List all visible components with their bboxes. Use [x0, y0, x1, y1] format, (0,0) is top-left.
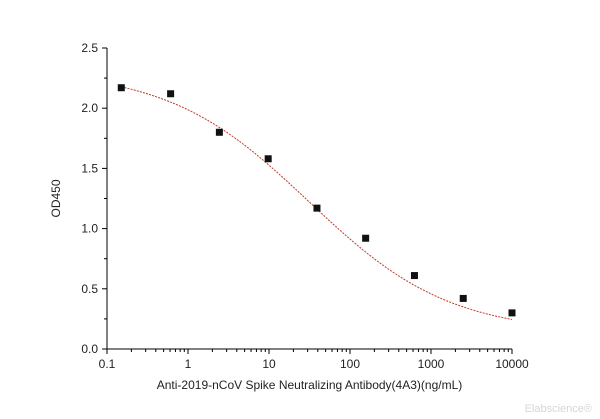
x-axis-title: Anti-2019-nCoV Spike Neutralizing Antibo… — [157, 378, 463, 392]
y-tick-label: 0.0 — [81, 342, 98, 356]
x-axis-ticks: 0.1 1 10 100 1000 10000 — [99, 349, 529, 371]
data-point — [167, 90, 175, 98]
data-point — [508, 309, 516, 317]
x-tick-label: 10000 — [495, 357, 529, 371]
data-point — [117, 84, 125, 92]
y-tick-label: 1.0 — [81, 222, 98, 236]
y-tick-label: 1.5 — [81, 161, 98, 175]
data-point — [410, 272, 418, 280]
y-tick-label: 2.5 — [81, 41, 98, 55]
data-point — [264, 155, 272, 163]
data-point — [313, 204, 321, 212]
data-point — [459, 294, 467, 302]
x-tick-label: 100 — [340, 357, 360, 371]
fit-curve — [121, 86, 513, 320]
data-point — [215, 128, 223, 136]
x-tick-label: 0.1 — [99, 357, 116, 371]
x-tick-label: 1 — [185, 357, 192, 371]
watermark: Elabscience® — [524, 403, 592, 415]
y-axis-ticks: 0.0 0.5 1.0 1.5 2.0 2.5 — [81, 41, 107, 356]
y-axis-title: OD450 — [49, 179, 63, 217]
y-tick-label: 0.5 — [81, 282, 98, 296]
y-tick-label: 2.0 — [81, 101, 98, 115]
x-tick-label: 1000 — [418, 357, 445, 371]
x-tick-label: 10 — [262, 357, 276, 371]
data-point — [362, 234, 370, 242]
data-points — [117, 84, 516, 317]
